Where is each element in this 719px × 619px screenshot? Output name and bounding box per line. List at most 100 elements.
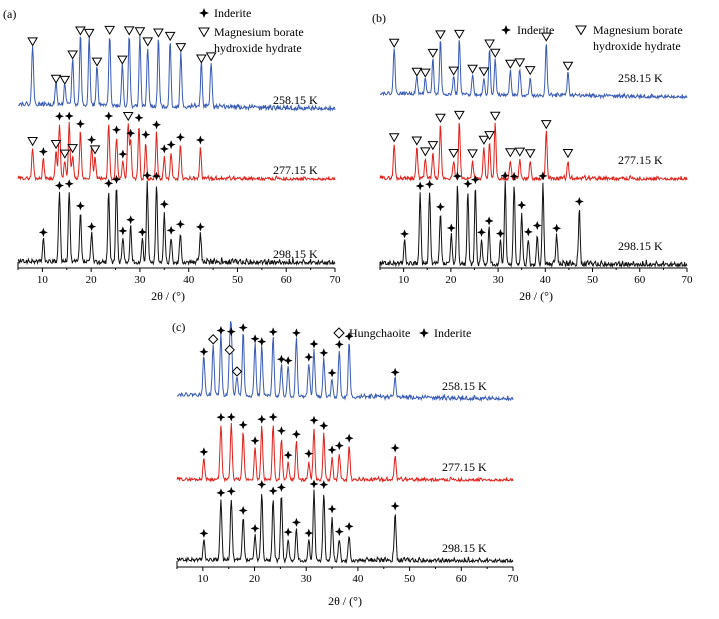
triangle-marker xyxy=(540,120,552,130)
x-tick-label: 10 xyxy=(197,573,209,585)
series-277-15-K: 277.15 K xyxy=(17,111,336,182)
series-277-15-K: 277.15 K xyxy=(379,110,688,182)
triangle-marker xyxy=(27,37,39,47)
star-marker xyxy=(327,504,337,514)
x-tick-label: 50 xyxy=(587,274,599,286)
temperature-label: 258.15 K xyxy=(618,71,663,85)
star-marker xyxy=(126,128,136,138)
star-marker xyxy=(276,426,286,436)
svg-a-axis: 10 20 30 40 50 60 70 xyxy=(17,262,341,286)
star-marker xyxy=(574,197,584,207)
triangle-marker xyxy=(142,37,154,47)
inderite-legend-icon xyxy=(419,328,429,338)
triangle-legend-icon xyxy=(575,25,587,36)
triangle-marker xyxy=(419,147,431,157)
star-marker xyxy=(304,528,314,538)
x-tick-label: 50 xyxy=(232,274,244,286)
diamond-marker xyxy=(224,344,235,356)
triangle-marker xyxy=(478,67,490,77)
star-marker xyxy=(195,135,205,145)
star-marker xyxy=(216,488,226,498)
star-marker xyxy=(226,327,236,337)
star-marker xyxy=(141,130,151,140)
triangle-marker xyxy=(484,39,495,49)
x-tick-label: 30 xyxy=(301,573,313,585)
hungchaoite-legend-icon xyxy=(333,327,345,339)
triangle-marker xyxy=(453,110,465,121)
triangle-marker xyxy=(484,131,495,141)
star-marker xyxy=(446,223,456,233)
triangle-marker xyxy=(448,66,460,76)
star-marker xyxy=(509,171,519,181)
triangle-marker xyxy=(89,145,101,155)
star-marker xyxy=(390,367,400,377)
star-marker xyxy=(226,486,236,496)
triangle-marker xyxy=(175,43,187,53)
triangle-marker xyxy=(164,31,176,42)
star-marker xyxy=(304,352,314,362)
star-marker xyxy=(104,178,114,188)
xrd-pattern-line xyxy=(379,122,688,182)
xrd-pattern-line xyxy=(177,321,514,402)
star-marker xyxy=(87,135,97,145)
series-258-15-K: 258.15 K xyxy=(18,25,336,112)
star-marker xyxy=(291,328,301,338)
star-marker xyxy=(327,445,337,455)
star-marker xyxy=(166,225,176,235)
star-marker xyxy=(38,147,48,157)
x-tick-label: 20 xyxy=(445,274,457,286)
panel-b: (b) 2θ / (°) Inderite Magnesium borate h… xyxy=(360,0,719,305)
star-marker xyxy=(390,443,400,453)
x-tick-label: 30 xyxy=(493,274,505,286)
triangle-marker xyxy=(411,67,423,77)
star-marker xyxy=(283,527,293,537)
star-marker xyxy=(309,339,319,349)
panel-a-legend-mbhh-line1: Magnesium borate xyxy=(214,25,304,39)
series-277-15-K: 277.15 K xyxy=(176,412,514,483)
star-marker xyxy=(216,412,226,422)
x-tick-label: 40 xyxy=(540,274,552,286)
star-marker xyxy=(64,111,74,121)
star-marker xyxy=(495,229,505,239)
star-marker xyxy=(425,179,435,189)
panel-b-label: (b) xyxy=(372,11,386,25)
x-tick-label: 50 xyxy=(404,573,416,585)
star-marker xyxy=(309,415,319,425)
star-marker xyxy=(400,229,410,239)
star-marker xyxy=(344,521,354,531)
star-marker xyxy=(238,323,248,333)
temperature-label: 258.15 K xyxy=(442,379,487,393)
triangle-marker xyxy=(427,141,439,151)
x-tick-label: 60 xyxy=(634,274,646,286)
star-marker xyxy=(268,327,278,337)
panel-c-legend: Hungchaoite Inderite xyxy=(349,326,471,340)
triangle-marker xyxy=(67,50,78,60)
xrd-pattern-line xyxy=(176,489,514,564)
x-tick-label: 40 xyxy=(183,274,195,286)
star-marker xyxy=(238,420,248,430)
triangle-marker xyxy=(205,52,217,62)
inderite-legend-icon xyxy=(199,8,209,18)
svg-c-axis: 10 20 30 40 50 60 70 xyxy=(176,561,519,585)
triangle-marker xyxy=(435,30,446,40)
star-marker xyxy=(159,199,169,209)
series-298-15-K: 298.15 K xyxy=(176,479,514,564)
star-marker xyxy=(238,505,248,515)
star-marker xyxy=(463,179,473,189)
star-marker xyxy=(126,215,136,225)
triangle-marker xyxy=(388,133,400,143)
triangle-marker xyxy=(50,139,62,150)
temperature-label: 277.15 K xyxy=(273,163,318,177)
triangle-marker xyxy=(514,58,526,68)
star-marker xyxy=(291,429,301,439)
star-marker xyxy=(159,144,169,154)
star-marker xyxy=(226,412,236,422)
triangle-marker xyxy=(562,61,574,71)
triangle-marker xyxy=(67,144,78,154)
x-tick-label: 10 xyxy=(398,274,410,286)
panel-a-legend-mbhh-line2: hydroxide hydrate xyxy=(214,41,302,55)
panel-c-label: (c) xyxy=(172,320,185,334)
triangle-marker xyxy=(427,48,439,59)
star-marker xyxy=(390,501,400,511)
temperature-label: 298.15 K xyxy=(273,247,318,261)
